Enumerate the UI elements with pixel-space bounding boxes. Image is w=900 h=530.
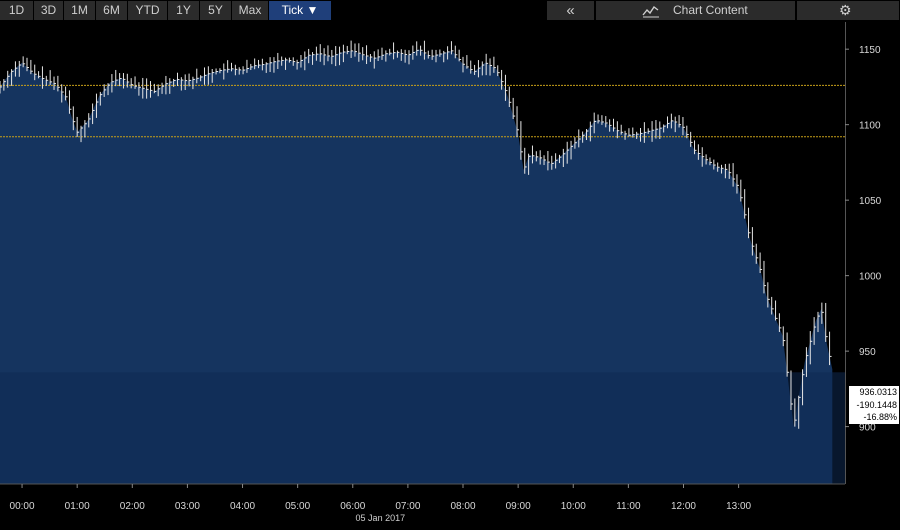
range-1m-button[interactable]: 1M (64, 1, 96, 20)
x-tick-label: 04:00 (230, 501, 255, 512)
last-change-pct: -16.88% (863, 412, 897, 422)
lower-band (0, 372, 845, 484)
y-tick-label: 1000 (859, 272, 882, 283)
y-tick-label: 1050 (859, 196, 882, 207)
chart-icon (642, 5, 659, 18)
range-5y-button[interactable]: 5Y (200, 1, 232, 20)
chart-content-button[interactable]: Chart Content (596, 1, 795, 20)
toolbar: 1D 3D 1M 6M YTD 1Y 5Y Max Tick ▼ « Chart… (0, 0, 900, 22)
x-tick-label: 08:00 (450, 501, 475, 512)
x-tick-label: 05:00 (285, 501, 310, 512)
axis-divider (845, 22, 846, 484)
range-ytd-button[interactable]: YTD (128, 1, 168, 20)
x-tick-label: 01:00 (65, 501, 90, 512)
x-tick-label: 12:00 (671, 501, 696, 512)
range-max-button[interactable]: Max (232, 1, 269, 20)
range-1y-button[interactable]: 1Y (168, 1, 200, 20)
y-tick-label: 1150 (859, 45, 881, 56)
x-tick-label: 10:00 (561, 501, 586, 512)
x-tick-label: 00:00 (10, 501, 35, 512)
x-tick-label: 07:00 (395, 501, 420, 512)
x-axis: 23:0000:0001:0002:0003:0004:0005:0006:00… (0, 483, 900, 530)
tick-bars (0, 40, 832, 429)
range-1d-button[interactable]: 1D (0, 1, 34, 20)
last-value-box: 936.0313 -190.1448 -16.88% (849, 386, 899, 424)
gear-icon: ⚙ (839, 2, 852, 18)
back-button[interactable]: « (547, 1, 594, 20)
area-layer (0, 22, 846, 484)
range-3d-button[interactable]: 3D (34, 1, 64, 20)
x-tick-label: 09:00 (506, 501, 531, 512)
x-axis-bg (0, 484, 900, 530)
y-tick-label: 900 (859, 423, 876, 434)
x-tick-label: 06:00 (340, 501, 365, 512)
last-change: -190.1448 (856, 399, 897, 410)
settings-button[interactable]: ⚙ (797, 1, 899, 20)
x-axis-date-label: 05 Jan 2017 (356, 513, 406, 523)
x-tick-label: 13:00 (726, 501, 751, 512)
y-tick-label: 1100 (859, 121, 881, 132)
y-tick-label: 950 (859, 347, 876, 358)
chart-content-label: Chart Content (673, 3, 748, 17)
x-tick-label: 11:00 (616, 501, 641, 512)
tick-dropdown[interactable]: Tick ▼ (269, 1, 332, 20)
x-tick-label: 03:00 (175, 501, 200, 512)
x-tick-label: 02:00 (120, 501, 145, 512)
range-6m-button[interactable]: 6M (96, 1, 128, 20)
last-price: 936.0313 (859, 387, 897, 397)
y-axis: 900 950 1000 1050 1100 1150 (845, 45, 882, 434)
